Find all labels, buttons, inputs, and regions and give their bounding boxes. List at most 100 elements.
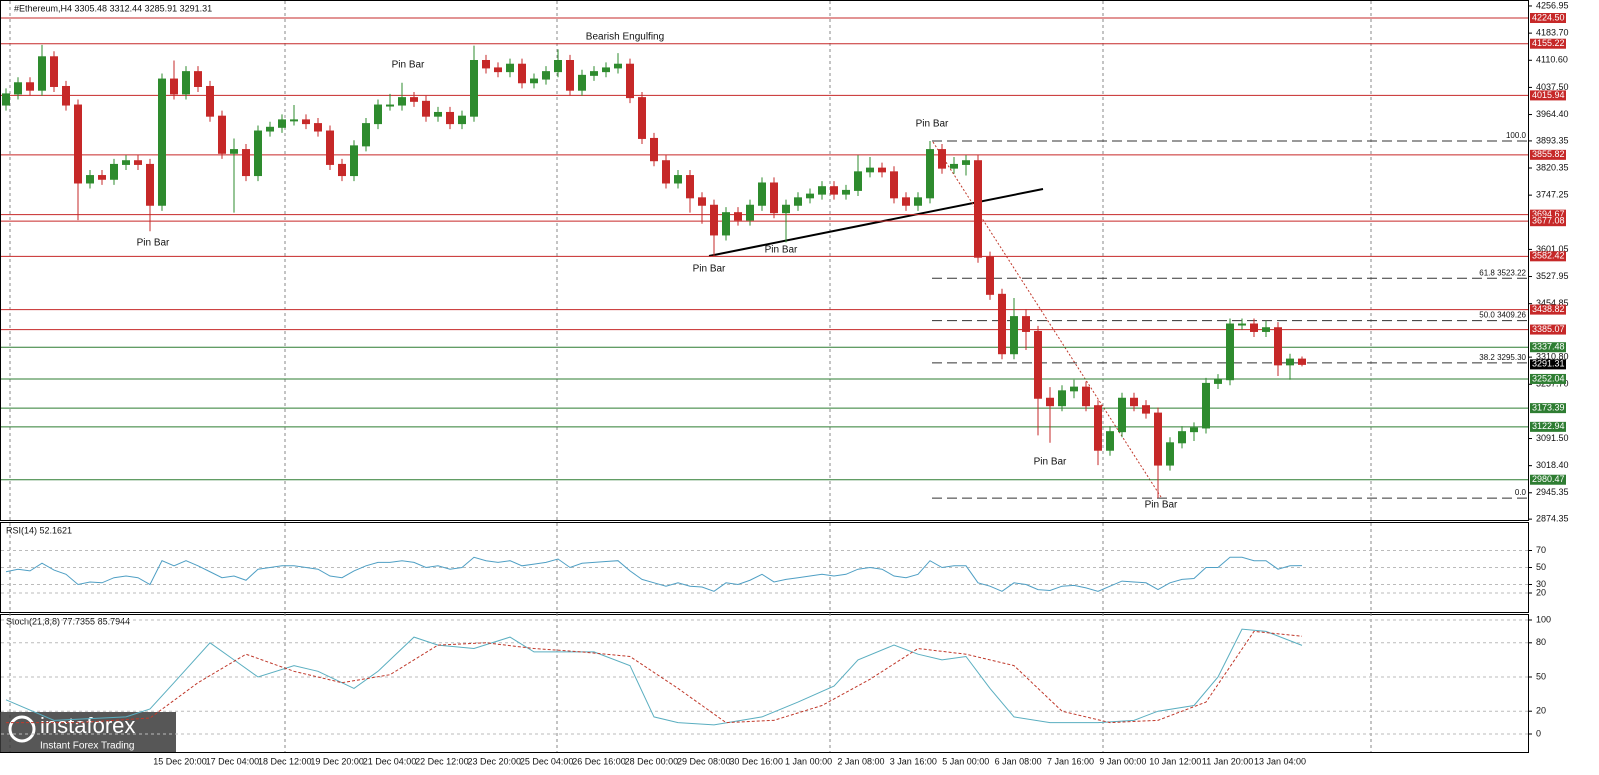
annotation: Pin Bar	[693, 264, 726, 275]
candle-body	[278, 119, 286, 128]
x-tick-label: 7 Jan 16:00	[1047, 756, 1094, 766]
candle-body	[1034, 330, 1042, 399]
candle-body	[866, 167, 874, 173]
level-box	[1530, 209, 1566, 220]
level-label: 3337.48	[1532, 342, 1565, 352]
level-label: 4224.50	[1532, 12, 1565, 22]
candle-body	[854, 171, 862, 191]
trend-line	[708, 188, 1044, 257]
candle-body	[386, 104, 394, 107]
y-tick-label: 4256.95	[1536, 0, 1569, 10]
candle-body	[806, 193, 814, 199]
candle-body	[374, 104, 382, 125]
x-tick-label: 26 Dec 16:00	[572, 756, 626, 766]
level-label: 3173.39	[1532, 403, 1565, 413]
y-tick-label: 2874.35	[1536, 514, 1569, 524]
candle-body	[842, 189, 850, 195]
y-tick-label: 50	[1536, 562, 1546, 572]
level-label: 3122.94	[1532, 421, 1565, 431]
candle-body	[950, 163, 958, 169]
x-tick-label: 23 Dec 20:00	[468, 756, 522, 766]
candle-body	[2, 93, 10, 106]
y-tick-label: 3018.40	[1536, 460, 1569, 470]
candle-body	[938, 149, 946, 169]
candle-body	[890, 171, 898, 199]
x-tick-label: 30 Dec 16:00	[729, 756, 783, 766]
annotation: Pin Bar	[137, 238, 170, 249]
candle-body	[482, 59, 490, 69]
candle-body	[674, 175, 682, 184]
candle-body	[614, 63, 622, 69]
rsi-title: RSI(14) 52.1621	[6, 525, 72, 535]
fib-label: 61.8 3523.22	[1479, 268, 1526, 277]
level-label: 3582.42	[1532, 251, 1565, 261]
candle-body	[986, 256, 994, 295]
y-tick-label: 4037.50	[1536, 82, 1569, 92]
level-label: 3855.82	[1532, 149, 1565, 159]
level-label: 2980.47	[1532, 474, 1565, 484]
x-tick-label: 28 Dec 00:00	[625, 756, 679, 766]
candle-body	[62, 85, 70, 106]
candle-body	[26, 82, 34, 91]
candle-body	[446, 111, 454, 125]
level-box	[1530, 304, 1566, 315]
candle-body	[1298, 358, 1306, 365]
annotation: Pin Bar	[765, 245, 798, 256]
candle-body	[182, 71, 190, 95]
candle-body	[758, 182, 766, 206]
candle-body	[722, 212, 730, 236]
candle-body	[698, 197, 706, 206]
candle-body	[1178, 431, 1186, 444]
candle-body	[1046, 397, 1054, 407]
candle-body	[302, 119, 310, 125]
x-tick-label: 5 Jan 00:00	[942, 756, 989, 766]
y-tick-label: 100	[1536, 614, 1551, 624]
candle-body	[98, 175, 106, 180]
candle-body	[470, 59, 478, 117]
candle-body	[1058, 390, 1066, 407]
y-tick-label: 3091.50	[1536, 433, 1569, 443]
annotation: Pin Bar	[1145, 500, 1178, 511]
level-box	[1530, 13, 1566, 24]
candle-body	[242, 149, 250, 177]
candle-body	[410, 97, 418, 102]
candle-body	[134, 160, 142, 165]
level-box	[1530, 90, 1566, 101]
candle-body	[122, 160, 130, 165]
level-label: 4015.94	[1532, 90, 1565, 100]
candle-body	[830, 186, 838, 195]
annotation: Pin Bar	[392, 60, 425, 71]
x-tick-label: 9 Jan 00:00	[1099, 756, 1146, 766]
y-tick-label: 0	[1536, 728, 1541, 738]
level-box	[1530, 421, 1566, 432]
stoch-title: Stoch(21,8,8) 77.7355 85.7944	[6, 616, 130, 626]
candle-body	[38, 56, 46, 91]
candle-body	[1286, 358, 1294, 366]
x-tick-label: 25 Dec 04:00	[520, 756, 574, 766]
y-tick-label: 4183.70	[1536, 28, 1569, 38]
candle-body	[350, 145, 358, 177]
candle-body	[266, 126, 274, 132]
candle-body	[746, 204, 754, 221]
candle-body	[1202, 382, 1210, 429]
candle-body	[110, 163, 118, 180]
candle-body	[542, 71, 550, 80]
candle-body	[170, 78, 178, 95]
candle-body	[362, 123, 370, 147]
candle-body	[314, 123, 322, 132]
x-tick-label: 13 Jan 04:00	[1254, 756, 1306, 766]
chart-header: #Ethereum,H4 3305.48 3312.44 3285.91 329…	[14, 3, 212, 13]
vertical-grid	[9, 1, 1372, 752]
x-tick-label: 29 Dec 08:00	[677, 756, 731, 766]
candle-body	[902, 197, 910, 206]
annotation: Pin Bar	[916, 119, 949, 130]
logo: instaforex Instant Forex Trading	[0, 712, 176, 752]
y-tick-label: 3820.35	[1536, 162, 1569, 172]
candle-body	[290, 119, 298, 122]
candle-body	[1214, 379, 1222, 384]
candle-body	[770, 182, 778, 214]
fib-label: 50.0 3409.26	[1479, 311, 1526, 320]
candle-body	[1082, 386, 1090, 407]
x-tick-label: 11 Jan 20:00	[1202, 756, 1253, 766]
candle-body	[434, 111, 442, 117]
